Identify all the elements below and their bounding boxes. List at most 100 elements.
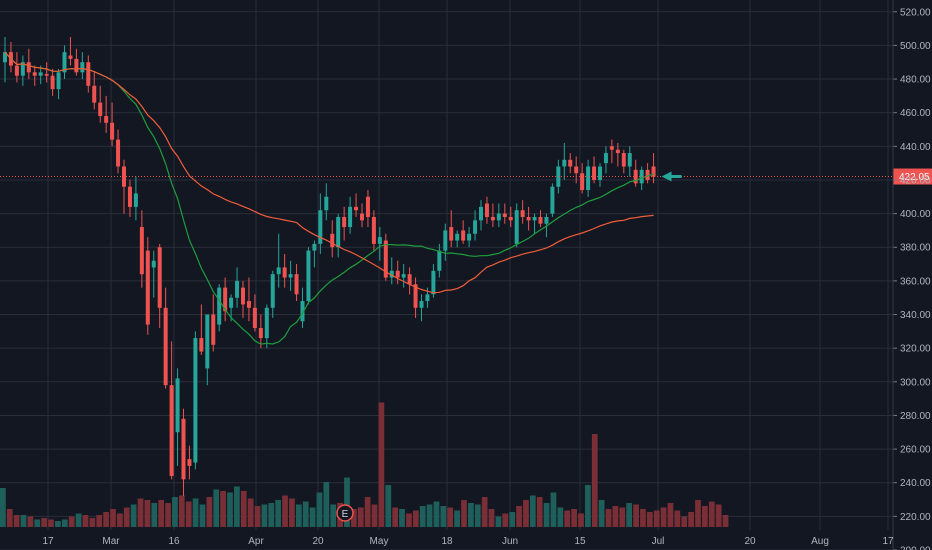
candle-body xyxy=(20,62,25,76)
candle xyxy=(514,203,519,248)
y-tick-label: 360.00 xyxy=(900,276,931,287)
volume-bar xyxy=(598,500,605,527)
candle-body xyxy=(38,72,43,76)
last-price-line: 422.05 xyxy=(0,168,932,185)
volume-bar xyxy=(447,507,454,527)
candle xyxy=(562,142,567,180)
earnings-marker-circle xyxy=(336,504,354,522)
candle xyxy=(157,243,162,328)
candle xyxy=(496,203,501,228)
volume-bar xyxy=(385,485,392,527)
candle-body xyxy=(127,186,132,207)
candle-body xyxy=(324,196,329,211)
volume-bar xyxy=(557,507,564,527)
candle-body xyxy=(80,62,85,73)
candle xyxy=(395,260,400,285)
candle-body xyxy=(360,213,364,221)
volume-bar xyxy=(571,509,577,527)
volume-bar xyxy=(371,504,378,527)
volume-bar xyxy=(61,519,68,527)
volume-bar xyxy=(295,504,302,527)
candle-body xyxy=(151,260,156,268)
candle xyxy=(461,220,466,244)
volume-bar xyxy=(399,509,405,527)
volume-bar xyxy=(406,513,412,527)
volume-bar xyxy=(412,510,419,527)
volume-bar xyxy=(247,498,254,527)
volume-bar xyxy=(330,504,337,527)
candle-body xyxy=(526,216,531,221)
candle xyxy=(467,227,472,248)
volume-bar xyxy=(309,507,316,527)
candle xyxy=(490,203,495,228)
candle-body xyxy=(544,216,549,224)
candle-body xyxy=(419,301,424,308)
volume-bar xyxy=(89,518,96,527)
volume-bar xyxy=(591,434,598,527)
y-tick-label: 440.00 xyxy=(900,142,931,153)
candle xyxy=(86,55,91,93)
candle xyxy=(443,223,448,261)
candle-body xyxy=(532,216,537,221)
y-tick-label: 480.00 xyxy=(900,75,931,86)
candle xyxy=(211,294,216,352)
volume-bar xyxy=(302,501,309,527)
candle xyxy=(74,48,79,76)
volume-bars xyxy=(0,402,729,527)
volume-bar xyxy=(674,510,681,527)
volume-bar xyxy=(454,510,460,527)
candle-body xyxy=(330,233,335,248)
candle-body xyxy=(187,459,192,466)
candle xyxy=(110,102,115,147)
volume-bar xyxy=(34,519,41,527)
last-price-label-bg xyxy=(893,168,932,185)
earnings-marker-label: E xyxy=(342,509,349,520)
candle xyxy=(336,213,341,258)
candle xyxy=(32,65,37,86)
candle-body xyxy=(133,193,138,207)
volume-bar xyxy=(199,504,206,527)
candle-body xyxy=(246,301,251,308)
candle xyxy=(401,264,406,288)
volume-bar xyxy=(261,504,268,527)
volume-bar xyxy=(110,509,116,527)
y-tick-label: 520.00 xyxy=(900,7,931,18)
candle-body xyxy=(342,216,347,228)
candle-body xyxy=(86,62,91,86)
candle xyxy=(568,153,573,174)
volume-bar xyxy=(612,506,619,527)
y-tick-label: 280.00 xyxy=(900,411,931,422)
candle-body xyxy=(609,146,614,150)
candle-body xyxy=(276,267,281,275)
candle xyxy=(609,139,614,164)
volume-bar xyxy=(117,513,123,527)
volume-bar xyxy=(158,500,165,527)
candle xyxy=(592,156,597,184)
candle-body xyxy=(270,274,275,308)
candle-body xyxy=(104,116,109,123)
candle xyxy=(615,142,620,167)
time-axis[interactable]: 17 Mar 16 Apr 20 May 18 Jun 15 Jul 20 Aug 17 xyxy=(42,536,894,547)
volume-bar xyxy=(392,507,399,527)
candle-body xyxy=(211,314,216,345)
candle-body xyxy=(56,72,61,90)
volume-bar xyxy=(213,489,220,527)
candle xyxy=(56,68,61,100)
candle xyxy=(526,206,531,231)
volume-bar xyxy=(344,477,350,527)
candle xyxy=(175,368,180,466)
candle xyxy=(270,270,275,318)
candle xyxy=(246,277,251,322)
candle xyxy=(264,304,269,349)
volume-bar xyxy=(206,497,213,527)
candle xyxy=(479,200,483,231)
candle xyxy=(371,210,376,251)
volume-bar xyxy=(440,506,447,527)
volume-bar xyxy=(55,521,61,527)
price-axis[interactable]: 520.00 500.00 480.00 460.00 440.00 420.00 400.… xyxy=(892,0,931,550)
y-tick-label: 300.00 xyxy=(900,377,931,388)
candle xyxy=(139,210,144,288)
candle-body xyxy=(651,166,656,177)
x-tick-label: 17 xyxy=(882,536,894,547)
